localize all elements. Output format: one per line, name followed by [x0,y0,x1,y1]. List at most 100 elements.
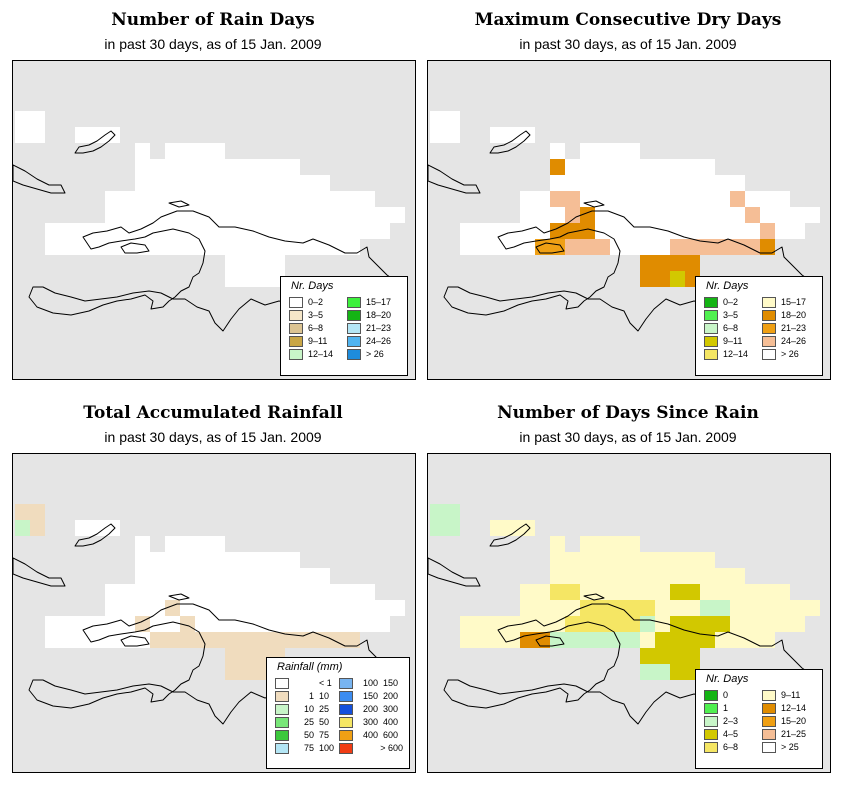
grid-cell [550,600,565,616]
legend-swatch [289,296,303,308]
grid-cell [165,632,180,648]
grid-cell [300,616,315,632]
grid-cell [240,175,255,191]
legend-item: > 600 [339,742,403,754]
grid-cell [460,632,475,648]
grid-cell [270,207,285,223]
grid-cell [225,632,240,648]
legend-label: 18–20 [366,310,392,320]
grid-cell [640,568,655,584]
legend-label-low: 200 [362,704,378,714]
grid-cell [670,552,685,568]
grid-cell [330,584,345,600]
grid-cell [225,223,240,239]
grid-cell [150,632,165,648]
grid-cell [120,223,135,239]
grid-cell [210,536,225,552]
grid-cell [240,600,255,616]
grid-cell [595,191,610,207]
grid-cell [505,127,520,143]
grid-cell [580,143,595,159]
grid-cell [225,159,240,175]
grid-cell [30,111,45,127]
legend-swatch [762,296,776,308]
legend-swatch [289,335,303,347]
grid-cell [655,616,670,632]
grid-cell [375,600,390,616]
grid-cell [490,520,505,536]
grid-cell [135,159,150,175]
legend-item: 50 75 [275,729,339,741]
grid-cell [180,536,195,552]
legend-swatch [762,348,776,360]
grid-cell [745,191,760,207]
grid-cell [730,616,745,632]
legend-swatch [339,703,353,715]
grid-cell [550,552,565,568]
legend-label-low: 50 [303,730,314,740]
grid-cell [225,255,240,271]
grid-cell [15,127,30,143]
legend-swatch [762,322,776,334]
coast-path [535,635,565,647]
grid-cell [655,191,670,207]
grid-cell [640,255,655,271]
grid-cell [180,632,195,648]
grid-cell [165,239,180,255]
grid-cell [270,616,285,632]
grid-cell [255,159,270,175]
grid-cell [760,191,775,207]
grid-cell [595,207,610,223]
grid-cell [315,207,330,223]
legend-item: 3–5 [704,309,762,321]
legend-items: < 1 1 10 10 25 25 50 50 75 75 100 100 150 150 200 200 30… [275,677,403,754]
grid-cell [75,127,90,143]
legend-label: 12–14 [781,703,807,713]
grid-cell [430,127,445,143]
grid-cell [150,584,165,600]
grid-cell [535,584,550,600]
grid-cell [730,632,745,648]
map-frame: Nr. Days 0–2 3–5 6–8 9–11 12–14 15–17 18–20 21–… [12,60,416,380]
grid-cell [475,632,490,648]
grid-cell [550,191,565,207]
coast-path [428,164,481,194]
grid-cell [655,632,670,648]
legend-label: 15–20 [781,716,807,726]
map [428,504,821,725]
grid-cell [180,552,195,568]
grid-cell [775,600,790,616]
grid-cell [345,223,360,239]
grid-cell [670,616,685,632]
grid-cell [330,616,345,632]
grid-cell [120,191,135,207]
coast-path [13,164,66,194]
map-frame: Nr. Days 0–2 3–5 6–8 9–11 12–14 15–17 18–20 21–… [427,60,831,380]
grid-cell [165,552,180,568]
grid-cell [700,223,715,239]
grid-cell [315,239,330,255]
grid-cell [195,223,210,239]
grid-cell [270,552,285,568]
grid-cell [390,207,405,223]
grid-cell [270,255,285,271]
legend: Nr. Days 0–2 3–5 6–8 9–11 12–14 15–17 18–20 21–… [695,276,823,376]
grid-cell [565,616,580,632]
grid-cell [195,616,210,632]
grid-cell [180,175,195,191]
legend-item: 0 [704,689,762,701]
grid-cell [610,175,625,191]
grid-cell [670,632,685,648]
grid-cell [610,616,625,632]
coast-path [74,130,116,154]
grid-cell [595,584,610,600]
legend-item: 2–3 [704,715,762,727]
panel-days-since-rain: Number of Days Since Rain in past 30 day… [423,393,833,773]
grid-cell [715,175,730,191]
grid-cell [255,207,270,223]
grid-cell [90,127,105,143]
grid-cell [300,600,315,616]
grid-cell [330,600,345,616]
legend-label: 9–11 [723,336,743,346]
legend-label: 0 [723,690,729,700]
